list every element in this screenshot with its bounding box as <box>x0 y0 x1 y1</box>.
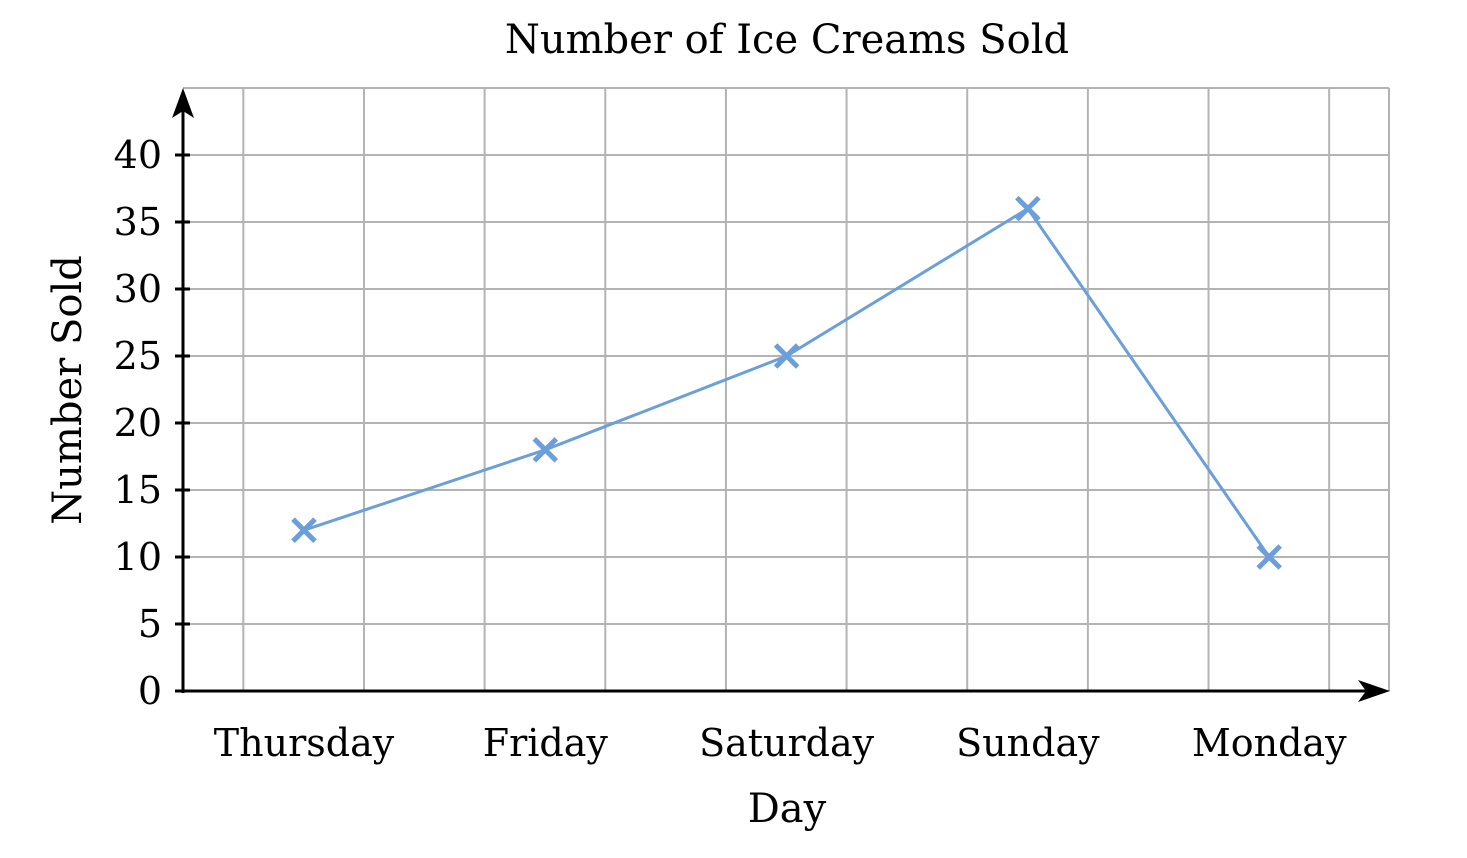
y-axis-arrow-icon <box>172 88 194 118</box>
x-marker-icon <box>1015 195 1041 222</box>
y-tick-label: 0 <box>138 669 162 713</box>
x-tick-label: Monday <box>1192 721 1347 765</box>
x-tick-label: Thursday <box>214 721 395 765</box>
x-marker-icon <box>532 437 559 463</box>
y-tick-label: 5 <box>138 602 162 646</box>
x-marker-icon <box>1256 544 1282 570</box>
series-line <box>303 206 1271 558</box>
x-axis-label: Day <box>748 786 827 832</box>
x-marker-icon <box>291 517 317 543</box>
y-tick-label: 20 <box>114 401 162 445</box>
y-tick-label: 30 <box>114 267 162 311</box>
axes <box>172 88 1390 702</box>
y-tick-label: 25 <box>114 334 162 378</box>
x-axis-ticks: Thursday Friday Saturday Sunday Monday <box>214 721 1347 765</box>
y-tick-label: 10 <box>114 535 162 579</box>
y-axis-label: Number Sold <box>45 255 91 525</box>
x-tick-label: Sunday <box>956 721 1100 765</box>
x-marker-icon <box>773 343 800 369</box>
chart-title: Number of Ice Creams Sold <box>505 17 1069 63</box>
x-axis-arrow-icon <box>1358 680 1390 702</box>
x-tick-label: Saturday <box>699 721 875 765</box>
y-tick-label: 40 <box>114 133 162 177</box>
y-tick-label: 15 <box>114 468 162 512</box>
y-tick-label: 35 <box>114 200 162 244</box>
x-tick-label: Friday <box>483 721 609 765</box>
data-series <box>291 195 1282 570</box>
grid-lines <box>183 87 1390 691</box>
y-axis-ticks: 0 5 10 15 20 25 30 35 40 <box>114 133 190 713</box>
